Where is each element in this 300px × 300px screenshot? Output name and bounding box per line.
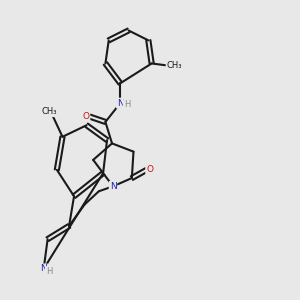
Text: CH₃: CH₃ bbox=[42, 107, 57, 116]
Text: N: N bbox=[110, 182, 116, 191]
Text: N: N bbox=[40, 264, 47, 273]
Text: H: H bbox=[46, 267, 52, 276]
Text: H: H bbox=[124, 100, 130, 109]
Text: N: N bbox=[117, 99, 124, 108]
Text: O: O bbox=[146, 165, 153, 174]
Text: O: O bbox=[82, 112, 89, 121]
Text: CH₃: CH₃ bbox=[167, 61, 182, 70]
